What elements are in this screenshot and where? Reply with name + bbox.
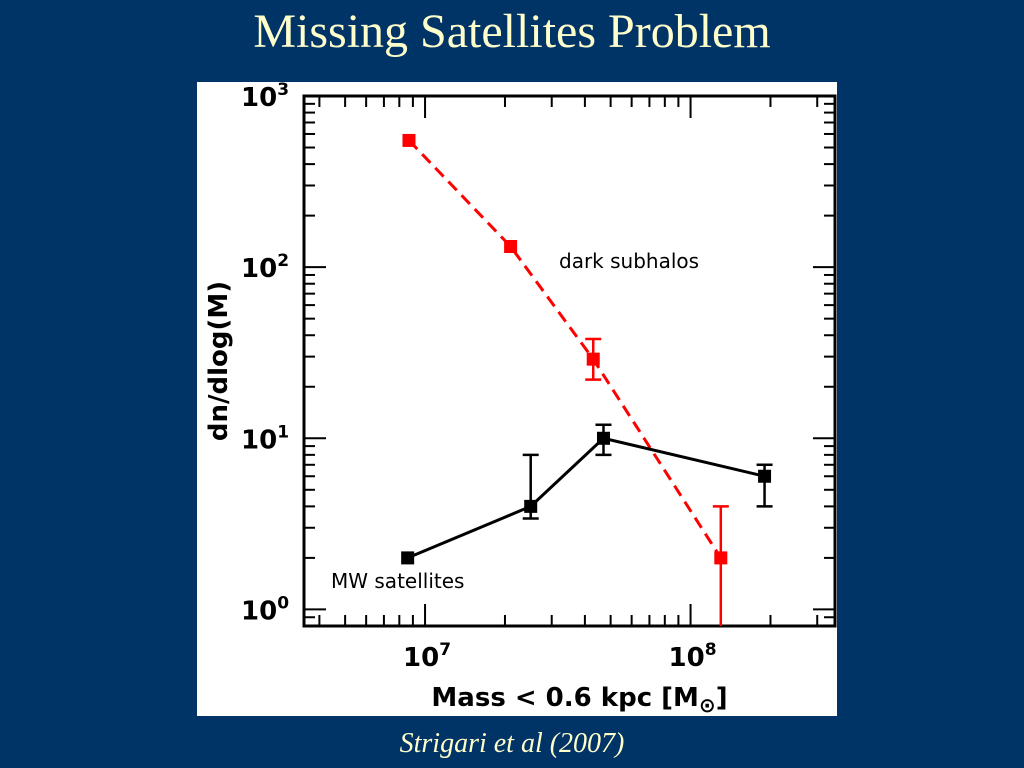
x-tick-label: 107 <box>403 640 451 673</box>
axis-ticks <box>304 95 835 627</box>
x-axis-title: Mass < 0.6 kpc [M⊙] <box>431 683 727 716</box>
plot-frame <box>302 94 837 628</box>
chart-panel: 100 101 102 103 107 108 Mass < 0.6 kpc [M⊙] dn/… <box>197 82 837 716</box>
data-point <box>524 499 538 513</box>
mass-function-chart: 100 101 102 103 107 108 Mass < 0.6 kpc [M⊙] dn/… <box>204 82 837 716</box>
data-point <box>586 352 600 366</box>
data-point <box>402 133 416 147</box>
data-point <box>714 551 728 565</box>
data-point <box>504 240 518 254</box>
axis-labels: 100 101 102 103 107 108 Mass < 0.6 kpc [M⊙] dn/… <box>204 82 728 716</box>
series-annotation: dark subhalos <box>559 249 699 273</box>
data-series <box>401 133 773 626</box>
plot-border <box>302 94 837 628</box>
data-point <box>401 551 415 565</box>
x-tick-label: 108 <box>669 640 717 673</box>
y-tick-label: 101 <box>241 422 289 455</box>
y-tick-label: 100 <box>241 593 289 626</box>
citation: Strigari et al (2007) <box>399 728 625 759</box>
slide-title: Missing Satellites Problem <box>253 5 771 58</box>
series-mw-satellites <box>401 423 773 565</box>
y-axis-title: dn/dlog(M) <box>204 281 234 441</box>
series-dark-subhalos <box>402 133 729 626</box>
data-point <box>596 431 610 445</box>
series-line <box>407 139 723 559</box>
series-line <box>407 436 765 560</box>
y-tick-label: 103 <box>241 82 289 113</box>
series-annotation: MW satellites <box>331 569 464 593</box>
y-tick-label: 102 <box>241 251 289 284</box>
data-point <box>758 469 772 483</box>
